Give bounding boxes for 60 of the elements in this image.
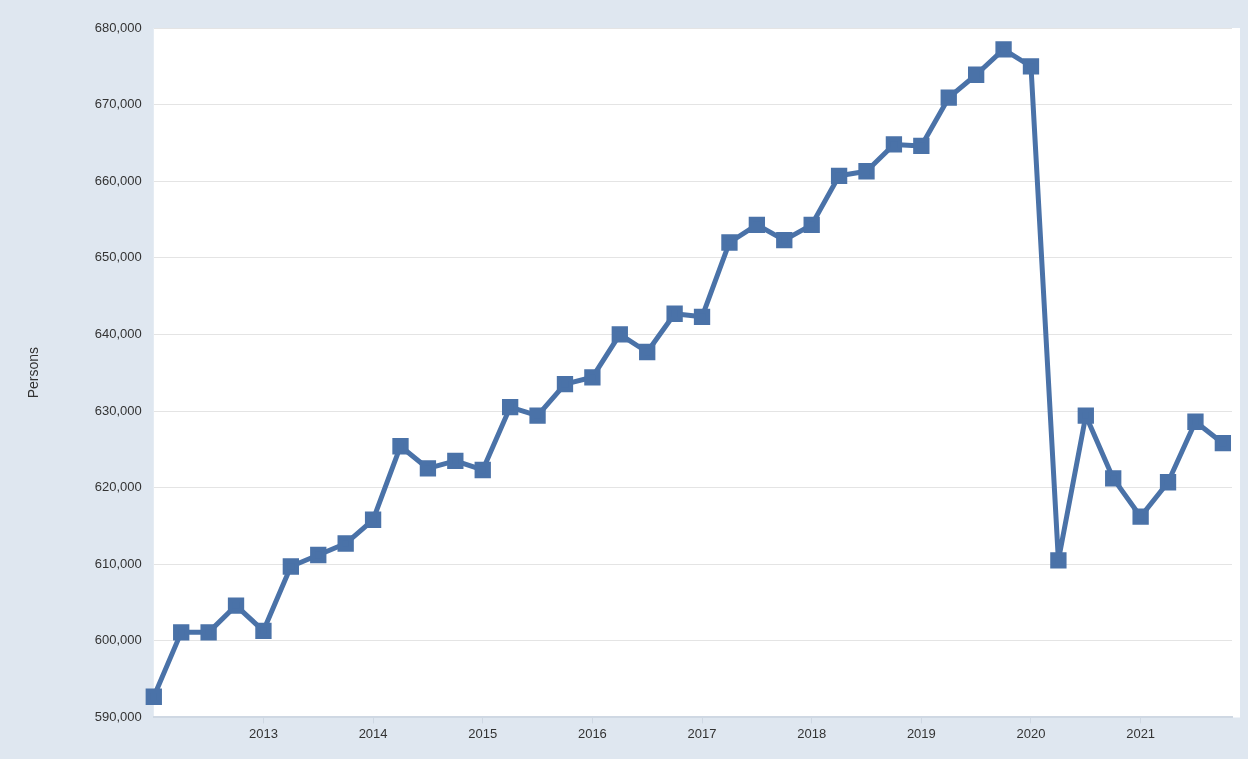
point <box>529 407 546 424</box>
point <box>173 624 190 641</box>
point <box>200 624 217 641</box>
point <box>227 597 245 614</box>
point <box>1132 508 1149 525</box>
x-tick-label: 2018 <box>797 725 827 741</box>
y-axis-title: Persons <box>25 347 42 399</box>
point <box>419 460 437 477</box>
point <box>995 41 1012 58</box>
y-tick-label: 610,000 <box>94 555 142 571</box>
point <box>1187 413 1204 430</box>
point <box>803 216 820 234</box>
x-tick-label: 2021 <box>1126 725 1156 741</box>
point <box>639 343 656 361</box>
point <box>282 558 300 575</box>
point <box>584 369 601 386</box>
point <box>1022 58 1040 75</box>
y-tick-label: 630,000 <box>94 402 142 418</box>
y-tick-label: 650,000 <box>94 249 142 265</box>
point <box>611 326 628 343</box>
point <box>693 308 711 325</box>
point <box>830 167 848 184</box>
point <box>858 163 875 180</box>
point <box>1159 474 1177 491</box>
point <box>1214 435 1232 452</box>
point <box>145 688 162 705</box>
x-tick-label: 2020 <box>1016 725 1046 741</box>
point <box>748 216 766 234</box>
y-tick-label: 670,000 <box>94 96 142 112</box>
x-tick-label: 2019 <box>906 725 936 741</box>
point <box>255 622 272 639</box>
y-tick-label: 660,000 <box>94 172 142 188</box>
point <box>556 376 574 393</box>
point <box>310 546 327 564</box>
point <box>501 399 519 416</box>
point <box>337 535 354 552</box>
point <box>364 511 382 528</box>
y-tick-label: 680,000 <box>94 19 142 35</box>
point <box>666 305 683 322</box>
x-tick-label: 2013 <box>248 725 278 741</box>
point <box>1077 407 1094 424</box>
x-tick-label: 2014 <box>358 725 388 741</box>
point <box>968 66 985 83</box>
x-tick-label: 2015 <box>468 725 498 741</box>
point <box>447 452 464 469</box>
point <box>1105 470 1122 487</box>
point <box>776 232 793 249</box>
x-tick-label: 2017 <box>687 725 717 741</box>
y-tick-label: 620,000 <box>94 479 142 495</box>
point <box>885 136 903 153</box>
y-tick-label: 640,000 <box>94 325 142 341</box>
x-tick-label: 2016 <box>577 725 607 741</box>
point <box>1050 552 1067 569</box>
point <box>474 461 491 479</box>
point <box>721 234 738 251</box>
point <box>913 137 930 155</box>
y-tick-label: 600,000 <box>94 632 142 648</box>
point <box>392 438 409 455</box>
y-tick-label: 590,000 <box>94 708 142 724</box>
point <box>940 89 957 106</box>
